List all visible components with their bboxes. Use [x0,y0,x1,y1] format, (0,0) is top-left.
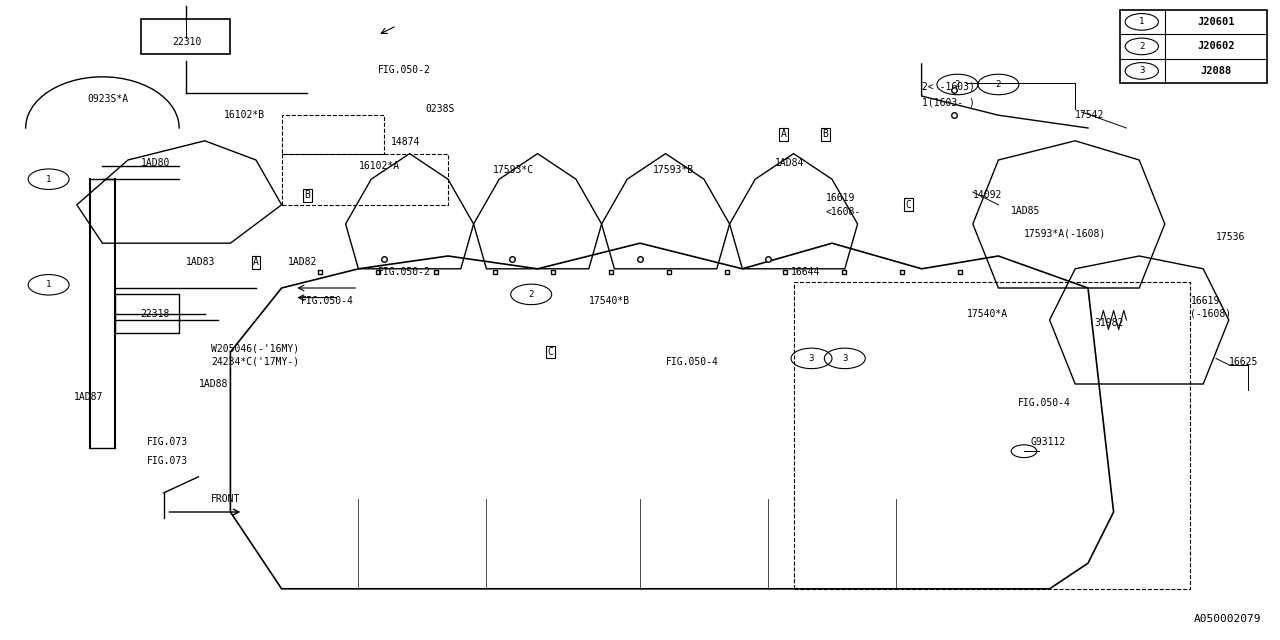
Text: 1AD83: 1AD83 [186,257,215,268]
Text: 0923S*A: 0923S*A [87,94,128,104]
Text: 16619: 16619 [826,193,855,204]
Text: 14874: 14874 [390,137,420,147]
Text: 2: 2 [529,290,534,299]
Text: 2: 2 [955,80,960,89]
Text: 16102*A: 16102*A [358,161,399,172]
Text: 1AD87: 1AD87 [74,392,104,402]
Text: C: C [906,200,911,210]
Text: 16102*B: 16102*B [224,110,265,120]
Text: 17593*C: 17593*C [493,164,534,175]
Text: 16625: 16625 [1229,356,1258,367]
Text: 1: 1 [1139,17,1144,26]
Text: FIG.050-4: FIG.050-4 [666,356,718,367]
Text: FIG.073: FIG.073 [147,436,188,447]
Text: 22310: 22310 [173,36,202,47]
Text: J20602: J20602 [1197,42,1235,51]
Text: A: A [253,257,259,268]
Text: FIG.050-4: FIG.050-4 [1018,398,1070,408]
Text: J20601: J20601 [1197,17,1235,27]
Bar [1120,10,1267,83]
Text: 0238S: 0238S [425,104,454,114]
Text: FIG.050-2: FIG.050-2 [378,267,430,277]
Text: A: A [781,129,786,140]
Bar [282,154,448,205]
Text: B: B [305,190,310,200]
Text: 3: 3 [842,354,847,363]
Text: 2: 2 [1139,42,1144,51]
Text: C: C [548,347,553,357]
Text: 3: 3 [809,354,814,363]
Text: FIG.050-4: FIG.050-4 [301,296,353,306]
Text: 17593*A(-1608): 17593*A(-1608) [1024,228,1106,239]
Text: FRONT: FRONT [211,494,241,504]
Text: G93112: G93112 [1030,436,1066,447]
Bar [115,294,179,333]
Text: A050002079: A050002079 [1193,614,1261,624]
Text: 16644: 16644 [791,267,820,277]
Bar [794,282,1190,589]
Text: 17593*B: 17593*B [653,164,694,175]
Text: 17542: 17542 [1075,110,1105,120]
Text: FIG.073: FIG.073 [147,456,188,466]
Text: 1AD80: 1AD80 [141,158,170,168]
Text: FIG.050-2: FIG.050-2 [378,65,430,76]
Text: (-1608): (-1608) [1190,308,1231,319]
Text: 16619: 16619 [1190,296,1220,306]
Text: <1608-: <1608- [826,207,861,218]
Text: 17540*A: 17540*A [966,308,1007,319]
Text: 17536: 17536 [1216,232,1245,242]
Text: 1AD82: 1AD82 [288,257,317,268]
Text: J2088: J2088 [1201,66,1231,76]
Text: 31982: 31982 [1094,318,1124,328]
Text: 24234*C('17MY-): 24234*C('17MY-) [211,356,300,367]
Text: 2< -1603): 2< -1603) [922,81,974,92]
Text: 1AD84: 1AD84 [774,158,804,168]
Text: 1AD88: 1AD88 [198,379,228,389]
Text: W205046(-'16MY): W205046(-'16MY) [211,344,300,354]
Text: 22318: 22318 [141,308,170,319]
Text: 1: 1 [46,280,51,289]
Text: 1AD85: 1AD85 [1011,206,1041,216]
Text: 14092: 14092 [973,190,1002,200]
Bar [282,115,384,154]
Text: 3: 3 [1139,67,1144,76]
Text: 2: 2 [996,80,1001,89]
Text: 17540*B: 17540*B [589,296,630,306]
Bar [141,19,230,54]
Text: 1: 1 [46,175,51,184]
Text: 1(1603- ): 1(1603- ) [922,97,974,108]
Text: B: B [823,129,828,140]
